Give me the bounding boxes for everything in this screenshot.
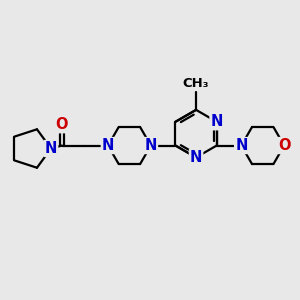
Text: N: N (145, 138, 157, 153)
Text: N: N (235, 138, 248, 153)
Text: N: N (102, 138, 114, 153)
Text: CH₃: CH₃ (183, 77, 209, 90)
Text: N: N (45, 141, 57, 156)
Text: O: O (278, 138, 290, 153)
Text: N: N (190, 150, 202, 165)
Text: O: O (56, 117, 68, 132)
Text: N: N (211, 114, 223, 129)
